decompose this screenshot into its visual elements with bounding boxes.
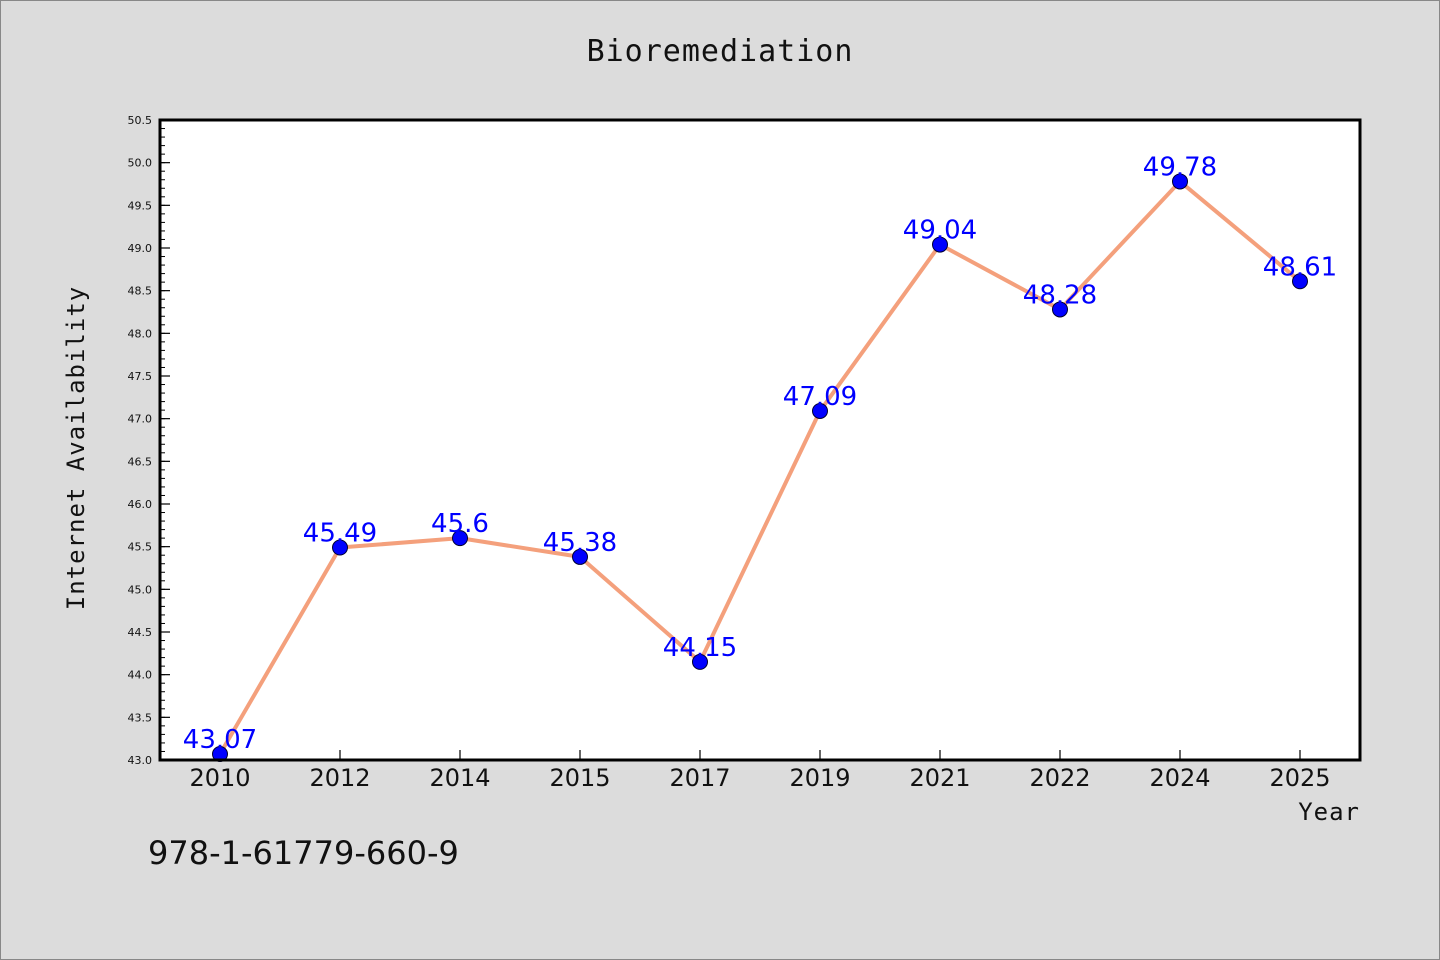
x-tick-label: 2024 — [1149, 764, 1210, 792]
series-line — [218, 179, 1302, 756]
y-tick-label: 50.5 — [128, 114, 153, 127]
y-tick-label: 46.5 — [128, 455, 153, 468]
y-tick-label: 46.0 — [128, 498, 153, 511]
data-point — [932, 236, 948, 253]
y-tick-label: 44.0 — [128, 669, 153, 682]
data-label: 48.61 — [1263, 252, 1337, 282]
data-point — [212, 746, 228, 763]
y-tick-label: 47.5 — [128, 370, 153, 383]
y-tick-label: 49.0 — [128, 242, 153, 255]
data-point — [812, 402, 828, 419]
data-label: 49.04 — [903, 216, 977, 246]
plot-area — [160, 120, 1360, 760]
data-point — [1052, 301, 1068, 318]
x-tick-label: 2012 — [309, 764, 370, 792]
data-label: 45.38 — [543, 528, 617, 558]
data-point — [692, 653, 708, 670]
x-tick-label: 2017 — [669, 764, 730, 792]
y-tick-label: 43.0 — [128, 754, 153, 767]
data-labels: 43.07 45.49 45.6 45.38 44.15 47.09 49.04 48.28 4… — [183, 152, 1337, 755]
footer-code: 978-1-61779-660-9 — [148, 834, 459, 872]
data-label: 45.6 — [431, 509, 489, 539]
data-point — [332, 539, 348, 556]
data-label: 44.15 — [663, 633, 737, 663]
x-axis-ticks: 2010 2012 2014 2015 2017 2019 2021 2022 2024 2025 — [189, 750, 1331, 792]
data-point — [572, 548, 588, 565]
x-tick-label: 2022 — [1029, 764, 1090, 792]
data-point — [452, 530, 468, 547]
x-tick-label: 2019 — [789, 764, 850, 792]
y-tick-label: 49.5 — [128, 199, 153, 212]
x-axis-title: Year — [1298, 798, 1360, 826]
series-markers — [212, 173, 1308, 763]
y-tick-label: 50.0 — [128, 157, 153, 170]
y-tick-label: 44.5 — [128, 626, 153, 639]
y-tick-label: 47.0 — [128, 413, 153, 426]
data-label: 47.09 — [783, 382, 857, 412]
data-point — [1292, 273, 1308, 290]
y-axis-title: Internet Availability — [62, 286, 90, 610]
x-tick-label: 2014 — [429, 764, 490, 792]
data-point — [1172, 173, 1188, 190]
x-tick-label: 2015 — [549, 764, 610, 792]
data-label: 45.49 — [303, 519, 377, 549]
y-tick-label: 43.5 — [128, 711, 153, 724]
y-tick-label: 48.5 — [128, 285, 153, 298]
data-label: 49.78 — [1143, 152, 1217, 182]
y-tick-label: 48.0 — [128, 327, 153, 340]
x-tick-label: 2025 — [1269, 764, 1330, 792]
plot-border — [158, 118, 1362, 762]
x-tick-label: 2010 — [189, 764, 250, 792]
y-tick-label: 45.0 — [128, 583, 153, 596]
chart-title: Bioremediation — [586, 34, 854, 69]
y-axis-ticks: 43.0 43.5 44.0 44.5 45.0 45.5 46.0 46.5 47.0 47.5… — [128, 114, 170, 767]
data-label: 43.07 — [183, 725, 257, 755]
data-label: 48.28 — [1023, 280, 1097, 310]
x-tick-label: 2021 — [909, 764, 970, 792]
y-tick-label: 45.5 — [128, 541, 153, 554]
